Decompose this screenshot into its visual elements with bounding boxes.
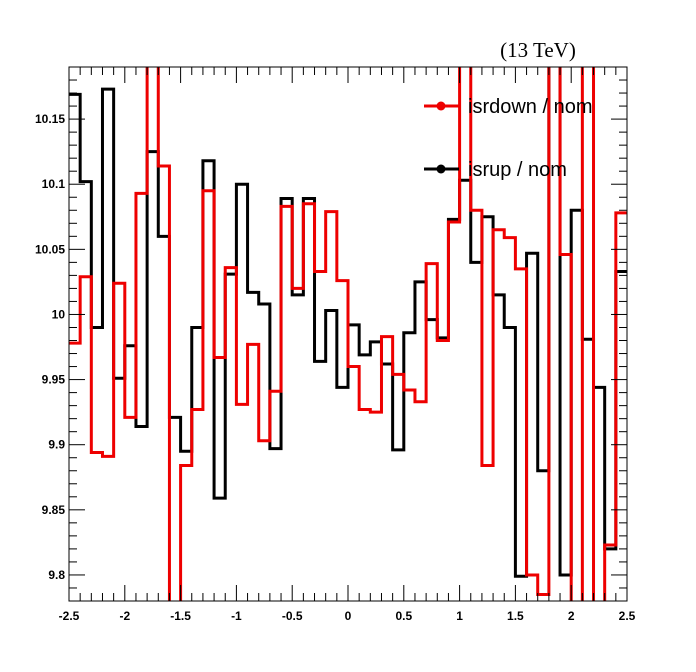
legend-entry-isrdown: isrdown / nom — [424, 96, 593, 118]
y-tick-label: 9.8 — [48, 568, 65, 582]
x-tick-label: -1.5 — [170, 609, 191, 623]
y-axis-tick-labels: 9.8 9.85 9.9 9.95 10 10.05 10.1 10.15 — [35, 112, 65, 582]
x-tick-label: 2 — [568, 609, 575, 623]
legend-label-isrup: isrup / nom — [468, 159, 567, 181]
series-isrdown-step-line — [69, 67, 627, 601]
data-curves — [69, 67, 627, 601]
energy-label: (13 TeV) — [500, 38, 576, 62]
legend-marker-isrup — [436, 164, 446, 174]
legend-entry-isrup: isrup / nom — [424, 159, 567, 181]
y-tick-label: 10.05 — [35, 242, 65, 256]
x-tick-label: 2.5 — [619, 609, 636, 623]
axis-ticks — [68, 66, 628, 602]
y-tick-label: 9.85 — [42, 503, 66, 517]
y-tick-label: 10.15 — [35, 112, 65, 126]
y-tick-label: 10.1 — [42, 177, 66, 191]
x-tick-label: -0.5 — [282, 609, 303, 623]
x-axis-tick-labels: -2.5 -2 -1.5 -1 -0.5 0 0.5 1 1.5 2 2.5 — [59, 609, 636, 623]
x-tick-label: -2.5 — [59, 609, 80, 623]
y-tick-label: 9.95 — [42, 373, 66, 387]
legend-marker-isrdown — [436, 101, 446, 111]
x-tick-label: 0 — [345, 609, 352, 623]
x-tick-label: 1 — [456, 609, 463, 623]
x-tick-label: -2 — [119, 609, 130, 623]
y-tick-label: 10 — [52, 307, 66, 321]
y-tick-label: 9.9 — [48, 438, 65, 452]
x-tick-label: -1 — [231, 609, 242, 623]
x-tick-label: 0.5 — [395, 609, 412, 623]
x-tick-label: 1.5 — [507, 609, 524, 623]
legend: isrdown / nom isrup / nom — [424, 96, 593, 181]
legend-label-isrdown: isrdown / nom — [468, 96, 593, 118]
